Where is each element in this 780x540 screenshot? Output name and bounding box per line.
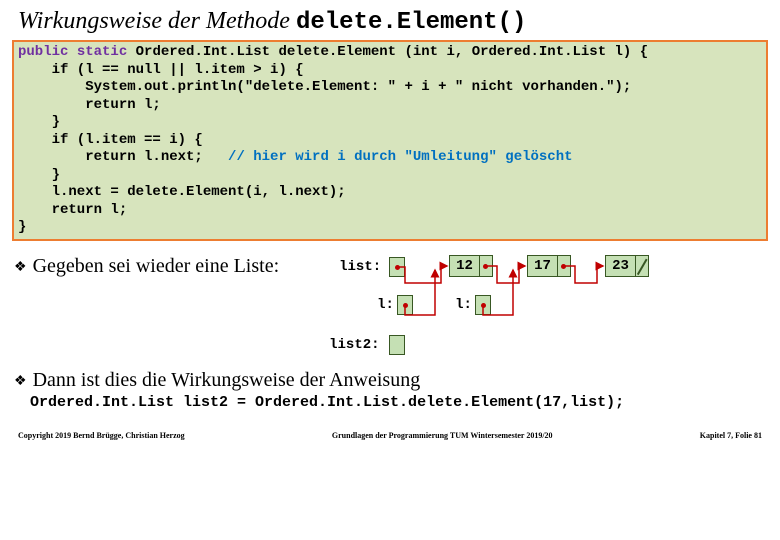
bullet-row-1: ❖ Gegeben sei wieder eine Liste: list: 1… — [12, 255, 768, 365]
label-list: list: — [339, 259, 381, 275]
list2-box — [389, 335, 405, 355]
node-17: 17 — [527, 255, 571, 277]
code-l3: System.out.println("delete.Element: " + … — [18, 79, 631, 95]
linked-list-diagram: list: 12 17 23 l: l: list2: — [279, 255, 768, 365]
code-block: public static Ordered.Int.List delete.El… — [12, 40, 768, 241]
statement-line: Ordered.Int.List list2 = Ordered.Int.Lis… — [30, 394, 768, 411]
code-l11: } — [18, 219, 26, 235]
title-mono: delete.Element() — [296, 9, 526, 36]
footer-right: Kapitel 7, Folie 81 — [700, 431, 762, 440]
node-17-val: 17 — [528, 258, 557, 274]
code-sig: Ordered.Int.List delete.Element (int i, … — [127, 44, 648, 60]
bullet-icon: ❖ — [14, 259, 27, 276]
l1-ptr-box — [397, 295, 413, 315]
label-l2: l: — [455, 297, 472, 313]
kw-static: static — [68, 44, 127, 60]
label-list2: list2: — [329, 337, 379, 353]
code-l4: return l; — [18, 97, 161, 113]
code-l7a: return l.next; — [18, 149, 228, 165]
bullet-row-2: ❖ Dann ist dies die Wirkungsweise der An… — [12, 369, 768, 392]
list-ptr-box — [389, 257, 405, 277]
code-l6: if (l.item == i) { — [18, 132, 203, 148]
bullet1-text: Gegeben sei wieder eine Liste: — [33, 255, 280, 278]
code-l9: l.next = delete.Element(i, l.next); — [18, 184, 346, 200]
l2-ptr-box — [475, 295, 491, 315]
label-l1: l: — [377, 297, 394, 313]
node-23: 23 — [605, 255, 649, 277]
code-l8: } — [18, 167, 60, 183]
node-17-ptr — [557, 256, 570, 276]
footer-left: Copyright 2019 Bernd Brügge, Christian H… — [18, 431, 185, 440]
node-23-val: 23 — [606, 258, 635, 274]
code-l2: if (l == null || l.item > i) { — [18, 62, 304, 78]
code-comment: // hier wird i durch "Umleitung" gelösch… — [228, 149, 572, 165]
node-12-val: 12 — [450, 258, 479, 274]
page-title: Wirkungsweise der Methode delete.Element… — [18, 8, 768, 36]
bullet2-text: Dann ist dies die Wirkungsweise der Anwe… — [33, 369, 421, 392]
node-23-null — [635, 256, 648, 276]
title-prefix: Wirkungsweise der Methode — [18, 8, 296, 34]
footer-mid: Grundlagen der Programmierung TUM Winter… — [332, 431, 553, 440]
footer: Copyright 2019 Bernd Brügge, Christian H… — [12, 431, 768, 440]
code-l5: } — [18, 114, 60, 130]
kw-public: public — [18, 44, 68, 60]
bullet-icon-2: ❖ — [14, 373, 27, 390]
node-12-ptr — [479, 256, 492, 276]
node-12: 12 — [449, 255, 493, 277]
code-l10: return l; — [18, 202, 127, 218]
